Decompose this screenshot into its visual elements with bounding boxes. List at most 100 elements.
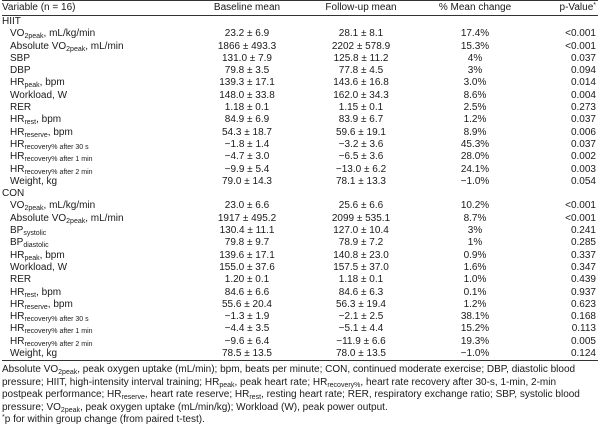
cell-followup: 2099 ± 535.1	[331, 212, 391, 224]
group-label: HIIT	[2, 16, 21, 27]
variable-subscript: 2peak	[24, 33, 44, 41]
table-row: HRrecovery% after 2 min −9.9 ± 5.4 −13.0 ±…	[2, 164, 598, 176]
variable-label: Absolute VO	[10, 212, 67, 224]
footnote-text: , peak oxygen uptake (mL/min); bpm, beat…	[2, 364, 576, 388]
table-row: Absolute VO2peak, mL/min 1866 ± 493.3 2202…	[2, 41, 598, 53]
variable-subscript: recovery% after 2 min	[24, 168, 93, 176]
cell-change: 28.0%	[460, 151, 490, 163]
variable-subscript: recovery% after 1 min	[24, 328, 93, 336]
cell-followup: 143.6 ± 16.8	[333, 77, 389, 89]
footnote-mark: *	[2, 414, 5, 422]
cell-pvalue: 0.241	[570, 225, 596, 237]
cell-pvalue: 0.037	[570, 52, 596, 64]
cell-followup: 78.0 ± 13.5	[336, 348, 386, 360]
cell-change: 15.3%	[460, 40, 490, 52]
variable-label: HR	[10, 286, 25, 298]
cell-variable: VO2peak, mL/kg/min	[2, 200, 192, 212]
variable-subscript: recovery% after 30 s	[24, 316, 89, 324]
variable-subscript: peak	[24, 82, 40, 90]
cell-pvalue: 0.623	[570, 298, 596, 310]
cell-variable: BPsystolic	[2, 225, 192, 237]
table-row: HRrecovery% after 1 min −4.4 ± 3.5 −5.1 ± …	[2, 323, 598, 335]
cell-followup: 84.6 ± 6.3	[338, 286, 384, 298]
cell-variable: HRrecovery% after 2 min	[2, 164, 192, 176]
footnote-pvalue: *p for within group change (from paired …	[2, 414, 205, 426]
cell-followup: 162.0 ± 34.3	[333, 89, 389, 101]
cell-baseline: 1.18 ± 0.1	[224, 102, 270, 114]
variable-unit: , mL/min	[85, 212, 124, 224]
variable-label: Workload, W	[10, 261, 68, 273]
header-pvalue-mark: *	[593, 2, 596, 9]
cell-change: 45.3%	[460, 138, 490, 150]
cell-followup: 25.6 ± 6.6	[338, 200, 384, 212]
cell-followup: 77.8 ± 4.5	[338, 65, 384, 77]
cell-change: 10.2%	[460, 200, 490, 212]
table-row: HRrest, bpm 84.6 ± 6.6 84.6 ± 6.3 0.1% 0.937	[2, 287, 598, 299]
cell-followup: −6.5 ± 3.6	[338, 151, 384, 163]
variable-subscript: reserve	[24, 303, 48, 311]
variable-label: DBP	[10, 65, 31, 77]
cell-followup: 83.9 ± 6.7	[338, 114, 384, 126]
cell-baseline: 1917 ± 495.2	[217, 212, 277, 224]
cell-pvalue: 0.004	[570, 89, 596, 101]
footnote-subscript: recovery%	[327, 381, 361, 389]
variable-label: BP	[10, 225, 24, 237]
table-row: Weight, kg 78.5 ± 13.5 78.0 ± 13.5 −1.0% 0.1…	[2, 348, 598, 361]
cell-change: 38.1%	[460, 311, 490, 323]
cell-baseline: −1.3 ± 1.9	[224, 311, 270, 323]
cell-baseline: 84.6 ± 6.6	[224, 286, 270, 298]
variable-label: Weight, kg	[10, 348, 58, 360]
footnote-text: , heart rate recovery after 30-s, 1-min,…	[2, 376, 557, 401]
cell-change: 0.9%	[463, 249, 487, 261]
cell-variable: RER	[2, 102, 192, 114]
table-container: Variable (n = 16) Baseline mean Follow-u…	[2, 0, 598, 426]
variable-unit: , bpm	[47, 126, 73, 138]
footnote-text: , resting heart rate; RER, respiratory e…	[2, 389, 580, 413]
cell-change: 0.1%	[463, 286, 487, 298]
cell-followup: −11.9 ± 6.6	[336, 335, 386, 347]
variable-label: Workload, W	[10, 89, 68, 101]
variable-label: HR	[10, 323, 25, 335]
table-row: VO2peak, mL/kg/min 23.2 ± 6.9 28.1 ± 8.1 17…	[2, 28, 598, 40]
cell-pvalue: 0.168	[570, 311, 596, 323]
cell-baseline: −9.9 ± 5.4	[224, 163, 270, 175]
variable-unit: , bpm	[36, 286, 62, 298]
cell-baseline: −9.6 ± 6.4	[224, 335, 270, 347]
cell-variable: Workload, W	[2, 90, 192, 102]
cell-change: 8.7%	[463, 212, 487, 224]
footnote-text: , peak heart rate; HR	[234, 376, 328, 388]
cell-variable: BPdiastolic	[2, 237, 192, 249]
table-row: HRreserve, bpm 54.3 ± 18.7 59.6 ± 19.1 8.9%…	[2, 127, 598, 139]
footnote-text: , heart rate reserve; HR	[144, 389, 250, 401]
table-row: BPdiastolic 79.8 ± 9.7 78.9 ± 7.2 1% 0.285	[2, 237, 598, 249]
cell-followup: 140.8 ± 23.0	[333, 249, 389, 261]
cell-change: −1.0%	[460, 175, 490, 187]
variable-label: HR	[10, 77, 25, 89]
variable-subscript: recovery% after 2 min	[24, 340, 93, 348]
cell-pvalue: 0.006	[570, 126, 596, 138]
variable-label: HR	[10, 151, 25, 163]
cell-change: 3%	[467, 225, 483, 237]
cell-change: 8.6%	[463, 89, 487, 101]
cell-followup: −2.1 ± 2.5	[338, 311, 384, 323]
table-header: Variable (n = 16) Baseline mean Follow-u…	[2, 0, 598, 16]
cell-variable: HRrest, bpm	[2, 114, 192, 126]
variable-label: HR	[10, 138, 25, 150]
cell-baseline: −4.7 ± 3.0	[224, 151, 270, 163]
table-row: Absolute VO2peak, mL/min 1917 ± 495.2 2099…	[2, 213, 598, 225]
variable-label: HR	[10, 335, 25, 347]
cell-pvalue: 0.113	[571, 323, 596, 335]
cell-variable: HRrest, bpm	[2, 287, 192, 299]
variable-unit: , mL/kg/min	[43, 28, 96, 40]
variable-label: Weight, kg	[10, 175, 58, 187]
variable-subscript: 2peak	[66, 217, 86, 225]
cell-baseline: 148.0 ± 33.8	[219, 89, 275, 101]
header-followup: Follow-up mean	[325, 2, 397, 13]
cell-baseline: 78.5 ± 13.5	[222, 348, 272, 360]
variable-subscript: reserve	[24, 131, 48, 139]
cell-variable: HRpeak, bpm	[2, 250, 192, 262]
variable-label: HR	[10, 249, 25, 261]
cell-pvalue: 0.003	[570, 163, 596, 175]
variable-label: HR	[10, 163, 25, 175]
cell-followup: −3.2 ± 3.6	[338, 138, 384, 150]
